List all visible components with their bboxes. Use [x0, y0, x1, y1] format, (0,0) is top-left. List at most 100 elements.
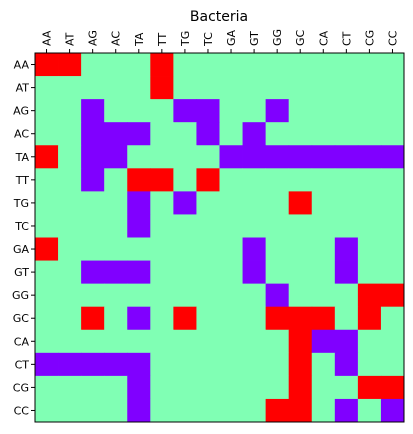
- heatmap-cell-GG-CG: [357, 283, 382, 308]
- heatmap-cell-TG-AC: [104, 191, 128, 215]
- y-tick-label: TG: [13, 197, 29, 210]
- heatmap-cell-GT-AG: [81, 260, 105, 285]
- y-tick-label: CG: [13, 381, 29, 394]
- y-tick-label: AG: [13, 105, 29, 118]
- heatmap-cell-TG-GA: [219, 191, 243, 215]
- heatmap-cell-CA-GA: [219, 329, 243, 354]
- heatmap-cell-AC-GC: [288, 122, 313, 146]
- heatmap-cell-AC-GG: [265, 122, 290, 146]
- y-tick-label: TT: [15, 174, 30, 187]
- heatmap-cell-AA-AC: [104, 53, 128, 77]
- heatmap-cell-GA-CC: [380, 237, 405, 261]
- heatmap-cell-GA-GA: [219, 237, 243, 261]
- heatmap-cell-TA-TG: [173, 145, 197, 169]
- heatmap-cell-GC-TA: [127, 306, 151, 331]
- x-tick-label: TA: [133, 32, 146, 47]
- heatmap-cell-CC-GT: [242, 398, 267, 423]
- heatmap-cell-GT-TA: [127, 260, 151, 285]
- heatmap-cell-AG-GA: [219, 99, 243, 123]
- y-axis-ticks: AA AT AG AC TA TT TG TC GA GT GG GC CA CT CG CC: [12, 59, 35, 417]
- heatmap-cell-AC-CT: [334, 122, 359, 146]
- heatmap-cell-TT-TA: [127, 168, 151, 192]
- heatmap-cell-AG-GG: [265, 99, 290, 123]
- heatmap-cell-TA-TC: [196, 145, 220, 169]
- x-tick-label: AT: [64, 32, 77, 46]
- heatmap-cell-TC-TG: [173, 214, 197, 238]
- heatmap-cell-CG-GT: [242, 375, 267, 400]
- x-axis-ticks: AA AT AG AC TA TT TG TC GA GT GG GC CA CT CG CC: [41, 29, 399, 53]
- heatmap-cell-GA-AA: [35, 237, 59, 261]
- heatmap-cell-TA-AC: [104, 145, 128, 169]
- heatmap-cell-TT-CA: [311, 168, 336, 192]
- heatmap-cell-AG-TA: [127, 99, 151, 123]
- x-tick-label: GC: [294, 29, 307, 46]
- y-tick-label: TC: [14, 220, 29, 233]
- heatmap-cell-GG-TT: [150, 283, 174, 308]
- heatmap-cell-GA-AC: [104, 237, 128, 261]
- heatmap-cell-GT-AC: [104, 260, 128, 285]
- heatmap-cell-TC-CC: [380, 214, 405, 238]
- heatmap-cell-TT-AT: [58, 168, 82, 192]
- heatmap-cell-CC-GA: [219, 398, 243, 423]
- heatmap-cell-AG-AG: [81, 99, 105, 123]
- heatmap-cell-CA-CG: [357, 329, 382, 354]
- heatmap-cell-TC-AG: [81, 214, 105, 238]
- heatmap-cell-GC-CT: [334, 306, 359, 331]
- heatmap-cell-TA-CG: [357, 145, 382, 169]
- heatmap-cell-TC-AT: [58, 214, 82, 238]
- x-tick-label: CA: [317, 30, 330, 46]
- heatmap-cell-CT-AC: [104, 352, 128, 377]
- heatmap-cell-TC-AA: [35, 214, 59, 238]
- heatmap-cell-TT-CG: [357, 168, 382, 192]
- heatmap-cell-GG-TA: [127, 283, 151, 308]
- x-tick-label: AG: [87, 30, 100, 46]
- heatmap-cell-AA-AG: [81, 53, 105, 77]
- heatmap-cell-CG-AA: [35, 375, 59, 400]
- heatmap-cell-CC-AC: [104, 398, 128, 423]
- heatmap-cell-TC-CA: [311, 214, 336, 238]
- heatmap-cell-AG-TG: [173, 99, 197, 123]
- heatmap-cell-CA-CT: [334, 329, 359, 354]
- heatmap-cell-AT-AC: [104, 76, 128, 100]
- heatmap-cell-CT-TA: [127, 352, 151, 377]
- heatmap-cell-GC-TC: [196, 306, 220, 331]
- x-tick-label: CG: [363, 30, 376, 46]
- heatmap-cell-CC-AA: [35, 398, 59, 423]
- heatmap-cell-AT-AA: [35, 76, 59, 100]
- heatmap-cell-TC-TC: [196, 214, 220, 238]
- heatmap-cell-TT-TT: [150, 168, 174, 192]
- heatmap-cell-AG-AC: [104, 99, 128, 123]
- heatmap-cell-GA-TA: [127, 237, 151, 261]
- x-tick-label: TC: [202, 32, 215, 47]
- heatmap-cell-TA-AG: [81, 145, 105, 169]
- heatmap-cell-GG-AT: [58, 283, 82, 308]
- heatmap-cell-AC-TG: [173, 122, 197, 146]
- heatmap-cell-AA-TC: [196, 53, 220, 77]
- heatmap-cell-GC-CG: [357, 306, 382, 331]
- heatmap-cell-TC-CG: [357, 214, 382, 238]
- heatmap-cell-TT-TG: [173, 168, 197, 192]
- y-tick-label: GG: [12, 289, 29, 302]
- heatmap-cell-CT-TT: [150, 352, 174, 377]
- heatmap-cell-TG-AA: [35, 191, 59, 215]
- heatmap-cell-AA-AT: [58, 53, 82, 77]
- heatmap-cell-CT-GT: [242, 352, 267, 377]
- heatmap-cell-AC-GT: [242, 122, 267, 146]
- heatmap-cell-AC-CA: [311, 122, 336, 146]
- heatmap-cell-TT-GA: [219, 168, 243, 192]
- heatmap-cell-AG-GC: [288, 99, 313, 123]
- heatmap-cell-TA-AA: [35, 145, 59, 169]
- heatmap-cell-CT-CG: [357, 352, 382, 377]
- heatmap-cells: [35, 53, 405, 423]
- heatmap-cell-TT-AA: [35, 168, 59, 192]
- heatmap-cell-AG-AT: [58, 99, 82, 123]
- heatmap-cell-CC-GG: [265, 398, 290, 423]
- heatmap-cell-CA-AT: [58, 329, 82, 354]
- heatmap-cell-CA-CA: [311, 329, 336, 354]
- x-tick-label: CT: [340, 31, 353, 46]
- heatmap-cell-AA-CG: [357, 53, 382, 77]
- y-tick-label: AC: [14, 128, 29, 141]
- heatmap-cell-CG-CC: [380, 375, 405, 400]
- heatmap-cell-GA-CT: [334, 237, 359, 261]
